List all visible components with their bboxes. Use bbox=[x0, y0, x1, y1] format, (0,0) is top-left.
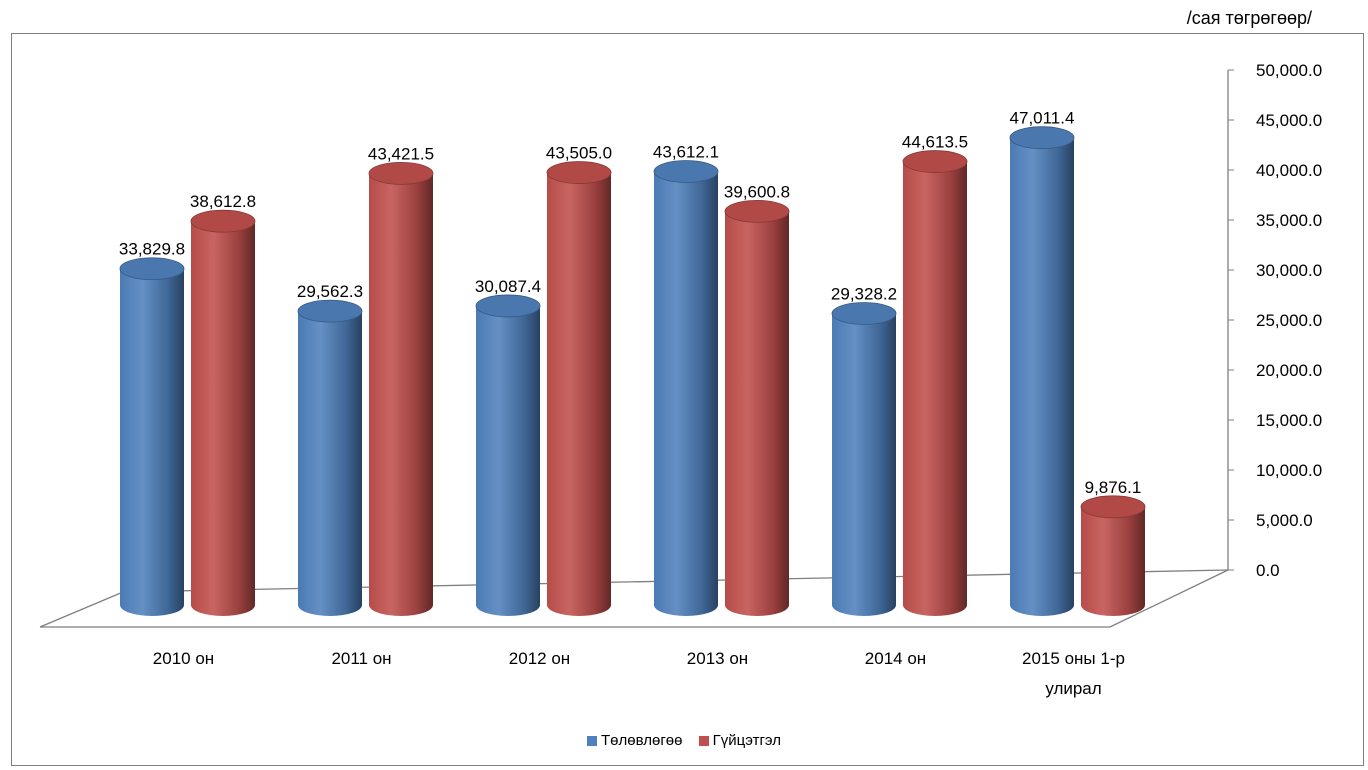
bar-top bbox=[653, 160, 719, 183]
data-label: 29,328.2 bbox=[831, 284, 897, 303]
bar-body bbox=[1010, 137, 1074, 617]
data-label: 39,600.8 bbox=[724, 182, 790, 201]
chart-frame bbox=[11, 33, 1364, 766]
data-label: 43,612.1 bbox=[653, 142, 719, 161]
x-tick-label: 2013 он bbox=[687, 649, 748, 668]
y-tick-label: 15,000.0 bbox=[1256, 411, 1322, 430]
bar bbox=[653, 160, 719, 616]
data-label: 44,613.5 bbox=[902, 133, 968, 152]
y-axis: 0.0 5,000.0 10,000.0 15,000.0 20,000.0 25,000… bbox=[1228, 61, 1322, 580]
legend-label-plan: Төлөвлөгөө bbox=[601, 732, 683, 749]
x-axis: 2010 он 2011 он 2012 он 2013 он 2014 он 2015 … bbox=[153, 649, 1125, 698]
bar-body bbox=[1081, 506, 1145, 616]
bar-top bbox=[831, 302, 897, 325]
data-label: 47,011.4 bbox=[1010, 109, 1075, 128]
data-label: 38,612.8 bbox=[190, 192, 256, 211]
data-label: 33,829.8 bbox=[119, 240, 185, 259]
bar-top bbox=[902, 150, 968, 173]
bar bbox=[475, 294, 541, 616]
bar bbox=[1009, 126, 1075, 617]
y-tick-label: 10,000.0 bbox=[1256, 461, 1322, 480]
x-tick-label: 2010 он bbox=[153, 649, 214, 668]
data-label: 29,562.3 bbox=[297, 282, 363, 301]
bar-body bbox=[191, 221, 255, 616]
x-tick-label: 2011 он bbox=[331, 649, 391, 668]
y-tick-label: 25,000.0 bbox=[1256, 311, 1322, 330]
y-tick-label: 45,000.0 bbox=[1256, 111, 1322, 130]
y-tick-label: 0.0 bbox=[1256, 561, 1280, 580]
bar bbox=[831, 302, 897, 616]
bar bbox=[902, 150, 968, 616]
legend-swatch-actual bbox=[698, 735, 709, 746]
data-label: 9,876.1 bbox=[1085, 478, 1142, 497]
x-tick-label: 2014 он bbox=[865, 649, 926, 668]
bar-top bbox=[724, 199, 790, 223]
bar-body bbox=[476, 305, 540, 616]
bar-body bbox=[369, 173, 433, 616]
y-tick-label: 20,000.0 bbox=[1256, 361, 1322, 380]
y-tick-label: 50,000.0 bbox=[1256, 61, 1322, 80]
data-label: 43,505.0 bbox=[546, 144, 612, 163]
unit-label: /сая төгрөгөөр/ bbox=[1186, 8, 1312, 28]
bar-top bbox=[546, 161, 612, 184]
y-tick-label: 40,000.0 bbox=[1256, 161, 1322, 180]
bar-top bbox=[1080, 495, 1146, 519]
bar-top bbox=[119, 257, 185, 281]
bar-body bbox=[725, 211, 789, 616]
bar bbox=[1080, 495, 1146, 616]
legend-swatch-plan bbox=[587, 735, 597, 746]
bar bbox=[724, 199, 790, 616]
legend-label-actual: Гүйцэтгэл bbox=[712, 732, 781, 749]
bar-top bbox=[297, 299, 363, 323]
x-tick-label: 2015 оны 1-р bbox=[1022, 649, 1125, 668]
bar-top bbox=[475, 294, 541, 318]
bar bbox=[297, 299, 363, 616]
y-tick-label: 30,000.0 bbox=[1256, 261, 1322, 280]
floor-left-edge bbox=[39, 591, 124, 628]
bar bbox=[546, 161, 612, 616]
x-tick-label: улирал bbox=[1045, 679, 1101, 698]
data-label: 43,421.5 bbox=[368, 144, 434, 163]
floor-right-edge bbox=[1109, 569, 1229, 628]
legend-item-actual: Гүйцэтгэл bbox=[698, 732, 781, 749]
bars bbox=[119, 126, 1146, 617]
bar-body bbox=[298, 311, 362, 616]
bar bbox=[368, 161, 434, 616]
legend-item-plan: Төлөвлөгөө bbox=[587, 732, 682, 749]
x-tick-label: 2012 он bbox=[509, 649, 570, 668]
bar-body bbox=[903, 161, 967, 616]
bar-body bbox=[832, 313, 896, 616]
data-label: 30,087.4 bbox=[475, 277, 541, 296]
data-labels: 33,829.8 38,612.8 29,562.3 43,421.5 30,087.4… bbox=[119, 109, 1141, 497]
y-tick-label: 5,000.0 bbox=[1256, 511, 1313, 530]
bar bbox=[119, 257, 185, 616]
y-tick-label: 35,000.0 bbox=[1256, 211, 1322, 230]
bar-top bbox=[1009, 126, 1075, 150]
bar-body bbox=[547, 172, 611, 616]
bar-body bbox=[654, 171, 718, 616]
bar-top bbox=[190, 209, 256, 233]
bar bbox=[190, 209, 256, 616]
bar-body bbox=[120, 268, 184, 616]
legend: Төлөвлөгөө Гүйцэтгэл bbox=[0, 732, 1368, 750]
bar-top bbox=[368, 161, 434, 185]
